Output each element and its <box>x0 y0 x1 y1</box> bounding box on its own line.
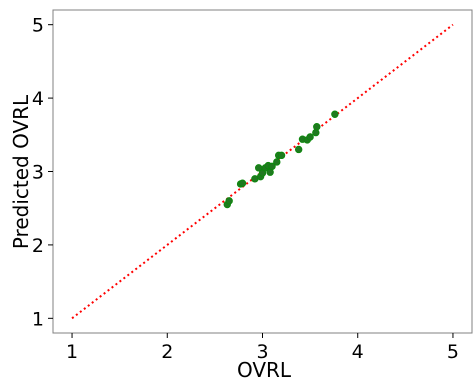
y-tick-label: 2 <box>32 235 44 257</box>
data-point <box>277 151 286 160</box>
y-axis-label: Predicted OVRL <box>9 94 33 249</box>
x-tick-label: 1 <box>66 341 78 363</box>
data-point <box>306 133 314 141</box>
y-tick-label: 3 <box>32 162 44 184</box>
y-tick-label: 5 <box>32 15 44 37</box>
data-point <box>313 123 321 131</box>
data-point <box>273 158 281 166</box>
x-tick-label: 4 <box>352 341 364 363</box>
x-tick-label: 5 <box>447 341 459 363</box>
x-axis-label: OVRL <box>237 358 292 378</box>
y-tick-label: 4 <box>32 88 44 110</box>
data-point <box>331 110 339 118</box>
data-point <box>294 145 303 154</box>
x-ticks: 1 2 3 4 5 <box>66 333 459 363</box>
y-tick-label: 1 <box>32 308 44 330</box>
y-ticks: 1 2 3 4 5 <box>32 15 53 330</box>
x-tick-label: 3 <box>256 341 268 363</box>
data-point <box>268 162 276 171</box>
points-layer <box>223 110 339 209</box>
data-point <box>225 197 233 205</box>
data-point <box>238 179 247 187</box>
x-tick-label: 2 <box>161 341 173 363</box>
